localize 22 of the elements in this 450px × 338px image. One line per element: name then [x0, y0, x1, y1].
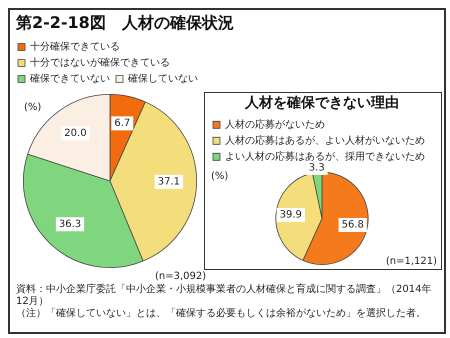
- data-label: 3.3: [308, 162, 325, 174]
- chart-title: 人材を確保できない理由: [244, 95, 399, 112]
- data-label: 37.1: [158, 176, 180, 188]
- data-label: 36.3: [58, 218, 82, 230]
- data-label: 56.8: [342, 220, 364, 231]
- legend-label: 十分確保できている: [30, 40, 120, 53]
- legend-label: 確保できていない: [29, 74, 110, 85]
- legend-label: 人材の応募はあるが、よい人材がいないため: [225, 134, 425, 146]
- legend-label: 十分ではないが確保できている: [30, 56, 170, 69]
- text: (n=1,121): [386, 256, 437, 267]
- text: (n=3,092): [155, 271, 206, 282]
- text: 資料：中小企業庁委託「中小企業・小規模事業者の人材確保と育成に関する調査」（2014年12月）: [16, 284, 432, 308]
- text: （注）「確保していない」とは、「確保する必要もしくは余裕がないため」を選択した者。: [16, 308, 427, 320]
- legend-label: 人材の応募がないため: [225, 118, 325, 130]
- data-label: 39.9: [280, 210, 302, 221]
- text: (%): [24, 102, 42, 113]
- text: (%): [211, 171, 228, 182]
- legend-label: 確保していない: [127, 74, 198, 85]
- data-label: 6.7: [114, 118, 130, 130]
- data-label: 20.0: [64, 128, 87, 139]
- legend-label: よい人材の応募はあるが、採用できないため: [225, 150, 425, 162]
- chart-title: 第2-2-18図 人材の確保状況: [16, 13, 234, 34]
